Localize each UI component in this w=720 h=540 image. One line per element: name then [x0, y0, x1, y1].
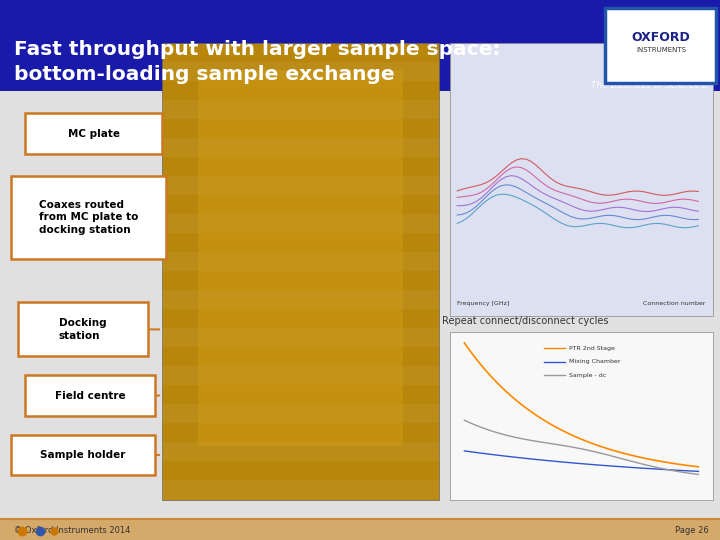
Bar [450, 332, 713, 500]
Text: Mixing Chamber: Mixing Chamber [569, 359, 621, 364]
Bar [198, 70, 403, 445]
FancyBboxPatch shape [18, 302, 148, 356]
FancyBboxPatch shape [11, 176, 166, 259]
Bar [162, 252, 439, 271]
Text: PTR 2nd Stage: PTR 2nd Stage [569, 346, 615, 351]
FancyBboxPatch shape [25, 375, 155, 416]
Text: Repeat connect/disconnect cycles: Repeat connect/disconnect cycles [442, 316, 609, 326]
Bar [162, 404, 439, 423]
Text: Sample holder: Sample holder [40, 450, 125, 460]
Bar [162, 442, 439, 462]
Bar [0, 519, 720, 540]
Text: Frequency [GHz]: Frequency [GHz] [457, 301, 510, 306]
Text: The Business of Science®: The Business of Science® [591, 81, 709, 90]
Text: Sample - dc: Sample - dc [569, 373, 606, 378]
FancyBboxPatch shape [25, 113, 162, 154]
Text: Connection number: Connection number [643, 301, 706, 306]
FancyBboxPatch shape [11, 435, 155, 475]
Bar [162, 481, 439, 500]
Text: Fast throughput with larger sample space:: Fast throughput with larger sample space… [14, 40, 501, 59]
Bar [162, 214, 439, 233]
Bar [162, 176, 439, 195]
Bar [162, 100, 439, 119]
Bar [162, 328, 439, 347]
Text: Field centre: Field centre [55, 390, 125, 401]
Bar [162, 62, 439, 81]
Text: Coaxes routed
from MC plate to
docking station: Coaxes routed from MC plate to docking s… [38, 200, 138, 235]
Bar [0, 0, 720, 91]
Text: bottom-loading sample exchange: bottom-loading sample exchange [14, 65, 395, 84]
Bar [162, 367, 439, 386]
Bar [162, 138, 439, 157]
FancyBboxPatch shape [605, 8, 716, 83]
Text: Page 26: Page 26 [675, 526, 709, 535]
Bar [162, 291, 439, 309]
Text: INSTRUMENTS: INSTRUMENTS [636, 47, 686, 53]
Text: OXFORD: OXFORD [631, 31, 690, 44]
Text: Docking
station: Docking station [59, 318, 107, 341]
Text: © Oxford Instruments 2014: © Oxford Instruments 2014 [14, 526, 131, 535]
Bar [162, 43, 439, 500]
Text: MC plate: MC plate [68, 129, 120, 139]
Bar [450, 43, 713, 316]
